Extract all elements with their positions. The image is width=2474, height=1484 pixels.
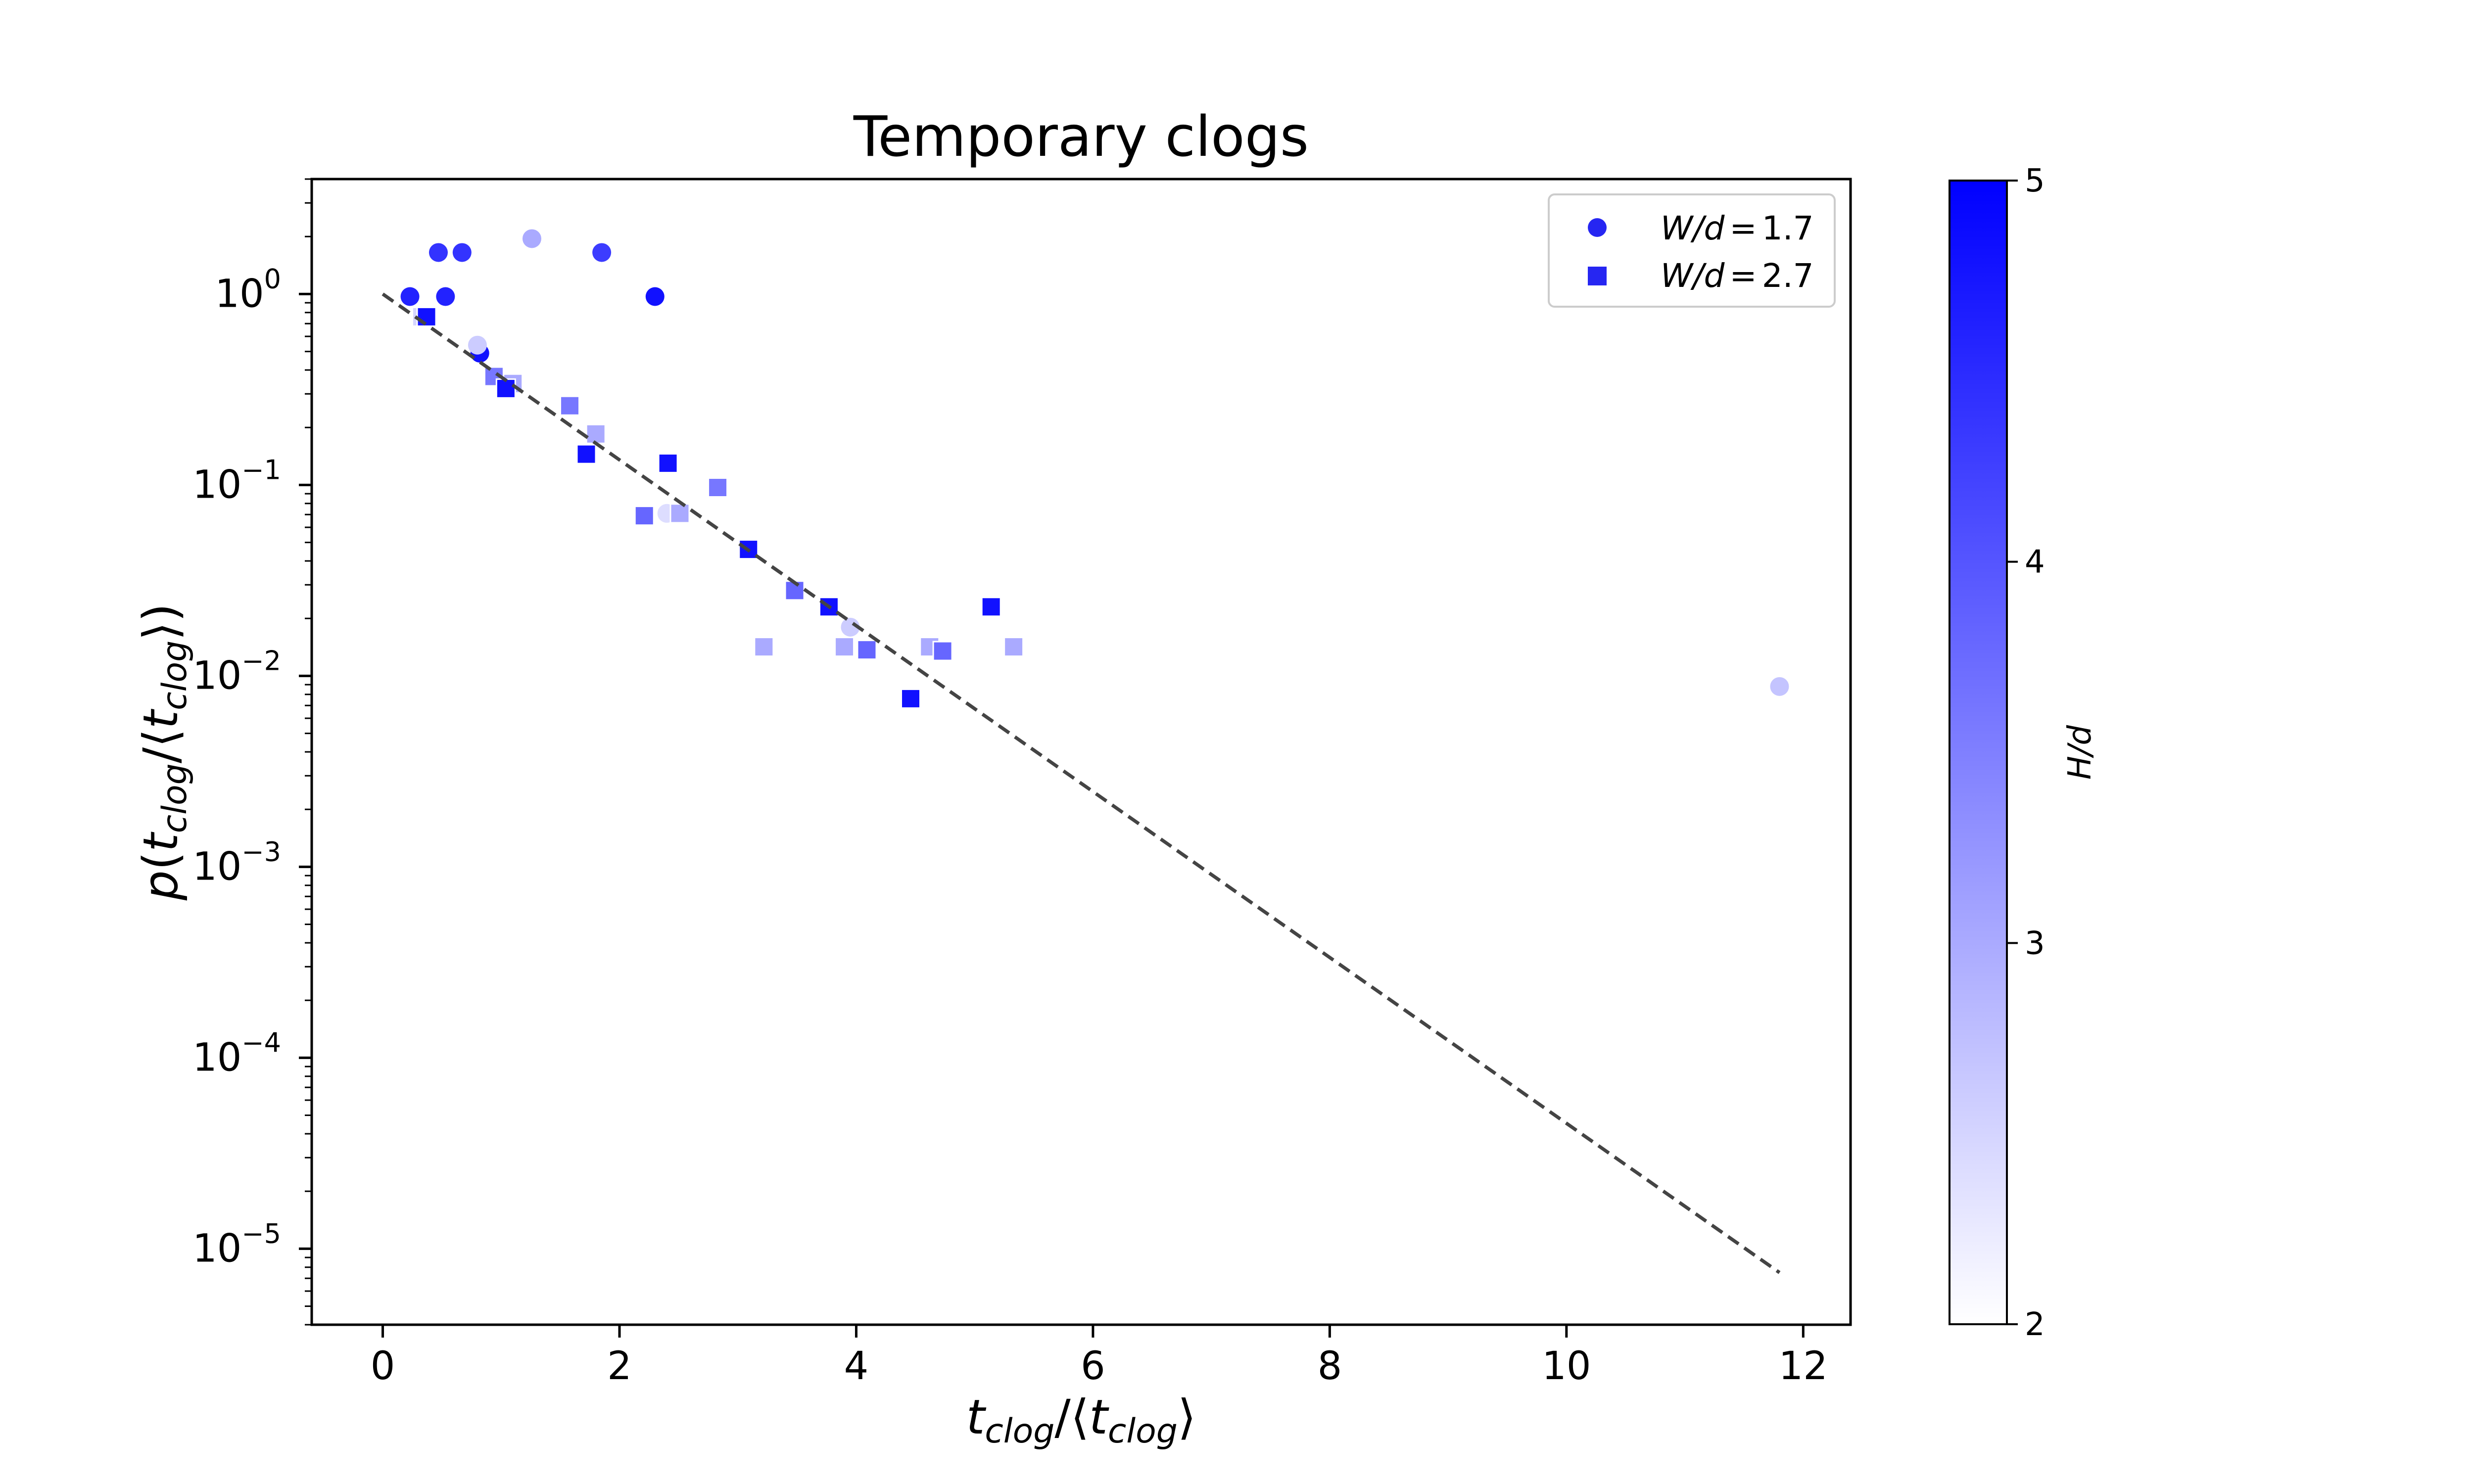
x-axis-label: tclog/⟨tclog⟩ xyxy=(966,1390,1196,1451)
colorbar-tick-label: 3 xyxy=(2025,925,2045,962)
y-label-t2: t xyxy=(133,708,189,729)
x-label-slash: /⟨ xyxy=(1054,1390,1089,1445)
colorbar-ticks: 2 3 4 5 xyxy=(2007,163,2045,1343)
marker-square-19 xyxy=(932,641,953,661)
colorbar-tick-label: 5 xyxy=(2025,163,2045,199)
y-label-open: ( xyxy=(133,852,189,870)
marker-circle-7 xyxy=(592,243,612,262)
plot-frame xyxy=(310,178,1852,1326)
marker-square-16 xyxy=(834,637,855,657)
x-label-sub-clog2: clog xyxy=(1108,1412,1178,1451)
y-tick-exponent: −5 xyxy=(241,1218,281,1249)
y-label-slash: /⟨ xyxy=(133,729,189,763)
y-tick-exponent: −3 xyxy=(241,836,281,867)
marker-square-11 xyxy=(669,503,690,524)
marker-circle-2 xyxy=(436,287,455,306)
colorbar: 2 3 4 5 H/d xyxy=(1949,163,2098,1343)
marker-square-6 xyxy=(585,423,606,444)
y-tick-exponent: 0 xyxy=(264,263,281,294)
x-axis: 0 2 4 6 8 10 12 xyxy=(371,1325,1828,1389)
x-tick-label: 2 xyxy=(607,1344,632,1389)
legend-marker-square xyxy=(1588,267,1607,285)
y-tick-label: 10−3 xyxy=(192,836,281,889)
marker-square-22 xyxy=(1003,637,1024,657)
colorbar-tick-label: 2 xyxy=(2025,1306,2045,1343)
y-tick-base: 10 xyxy=(192,844,241,889)
y-tick-label: 10−4 xyxy=(192,1027,281,1080)
y-tick-exponent: −2 xyxy=(241,645,281,676)
legend-box xyxy=(1548,193,1836,308)
marker-square-8 xyxy=(658,453,678,473)
marker-circle-3 xyxy=(452,243,472,262)
y-tick-label: 100 xyxy=(215,263,281,316)
marker-circle-0 xyxy=(400,287,420,306)
y-tick-base: 10 xyxy=(192,1226,241,1271)
y-label-sub-clog: clog xyxy=(155,763,194,833)
y-label-p: p xyxy=(133,870,189,901)
y-tick-base: 10 xyxy=(215,272,264,316)
x-tick-label: 10 xyxy=(1542,1344,1591,1389)
y-tick-exponent: −4 xyxy=(241,1027,281,1058)
x-tick-label: 0 xyxy=(371,1344,395,1389)
marker-square-7 xyxy=(576,444,597,464)
x-label-close: ⟩ xyxy=(1178,1390,1196,1445)
x-tick-label: 4 xyxy=(844,1344,869,1389)
marker-square-21 xyxy=(981,597,1001,617)
y-tick-label: 10−2 xyxy=(192,645,281,698)
marker-circle-5 xyxy=(468,335,487,355)
fit-line xyxy=(381,292,1781,1274)
legend-label-1: W/d = 2.7 xyxy=(1661,257,1814,295)
marker-square-17 xyxy=(856,640,877,660)
chart-title: Temporary clogs xyxy=(853,105,1309,169)
y-tick-label: 10−1 xyxy=(192,454,281,507)
markers-layer xyxy=(400,229,1789,709)
colorbar-tick-label: 4 xyxy=(2025,544,2045,581)
colorbar-gradient xyxy=(1949,180,2008,1325)
legend-marker-circle xyxy=(1588,218,1607,237)
y-label-sub-clog2: clog xyxy=(155,641,194,710)
marker-square-1 xyxy=(416,306,437,327)
x-tick-label: 8 xyxy=(1318,1344,1342,1389)
y-label-close: ⟩) xyxy=(133,603,189,641)
x-tick-label: 12 xyxy=(1779,1344,1828,1389)
x-label-sub-clog: clog xyxy=(985,1412,1054,1451)
marker-square-10 xyxy=(634,506,655,526)
y-tick-base: 10 xyxy=(192,653,241,698)
y-axis-label: p(tclog/⟨tclog⟩) xyxy=(133,603,194,901)
marker-square-15 xyxy=(754,637,774,657)
y-tick-base: 10 xyxy=(192,463,241,507)
marker-square-9 xyxy=(708,477,728,498)
y-tick-exponent: −1 xyxy=(241,454,281,485)
y-tick-base: 10 xyxy=(192,1035,241,1080)
marker-circle-8 xyxy=(645,287,665,306)
x-label-t: t xyxy=(966,1390,987,1445)
x-label-t2: t xyxy=(1089,1390,1109,1445)
marker-circle-1 xyxy=(428,243,448,262)
legend: W/d = 1.7 W/d = 2.7 xyxy=(1548,193,1836,308)
y-tick-label: 10−5 xyxy=(192,1218,281,1271)
marker-square-20 xyxy=(901,688,921,709)
marker-square-5 xyxy=(560,395,580,416)
marker-circle-10 xyxy=(841,617,860,637)
y-label-t: t xyxy=(133,832,189,852)
marker-circle-6 xyxy=(522,229,541,248)
marker-circle-11 xyxy=(1770,677,1789,696)
colorbar-label: H/d xyxy=(2062,725,2098,780)
x-tick-label: 6 xyxy=(1081,1344,1105,1389)
legend-label-0: W/d = 1.7 xyxy=(1661,209,1814,247)
